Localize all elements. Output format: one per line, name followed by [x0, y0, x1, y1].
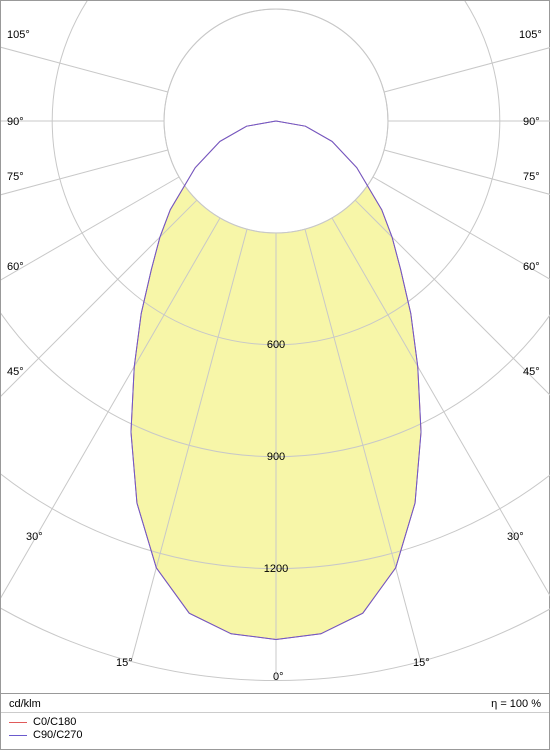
angle-tick-label: 45°	[523, 366, 540, 378]
legend-row-c0: C0/C180	[9, 716, 541, 728]
polar-chart-container: 105° 90° 75° 60° 45° 30° 15° 105° 90° 75° 60° 45° 30…	[0, 0, 550, 750]
radial-tick-label: 600	[267, 339, 285, 351]
chart-footer: cd/klm η = 100 % C0/C180 C90/C270	[1, 693, 549, 749]
angle-tick-label: 105°	[7, 29, 30, 41]
angle-tick-label: 90°	[523, 116, 540, 128]
legend-swatch-c90	[9, 735, 27, 736]
radial-tick-label: 900	[267, 451, 285, 463]
angle-tick-label: 15°	[116, 657, 133, 669]
legend-swatch-c0	[9, 722, 27, 723]
angle-tick-label: 0°	[273, 671, 284, 683]
angle-tick-label: 60°	[523, 261, 540, 273]
angle-tick-label: 60°	[7, 261, 24, 273]
legend-label-c90: C90/C270	[33, 729, 83, 741]
angle-tick-label: 45°	[7, 366, 24, 378]
angle-tick-label: 30°	[26, 531, 43, 543]
legend-row-c90: C90/C270	[9, 729, 541, 741]
legend-label-c0: C0/C180	[33, 716, 76, 728]
radial-tick-label: 1200	[264, 563, 288, 575]
angle-tick-label: 75°	[523, 171, 540, 183]
efficiency-label: η = 100 %	[491, 698, 541, 710]
angle-tick-label: 30°	[507, 531, 524, 543]
angle-tick-label: 15°	[413, 657, 430, 669]
axis-unit-label: cd/klm	[9, 698, 41, 710]
angle-tick-label: 75°	[7, 171, 24, 183]
legend: C0/C180 C90/C270	[1, 713, 549, 744]
footer-top-row: cd/klm η = 100 %	[1, 694, 549, 713]
angle-tick-label: 90°	[7, 116, 24, 128]
angle-tick-label: 105°	[519, 29, 542, 41]
